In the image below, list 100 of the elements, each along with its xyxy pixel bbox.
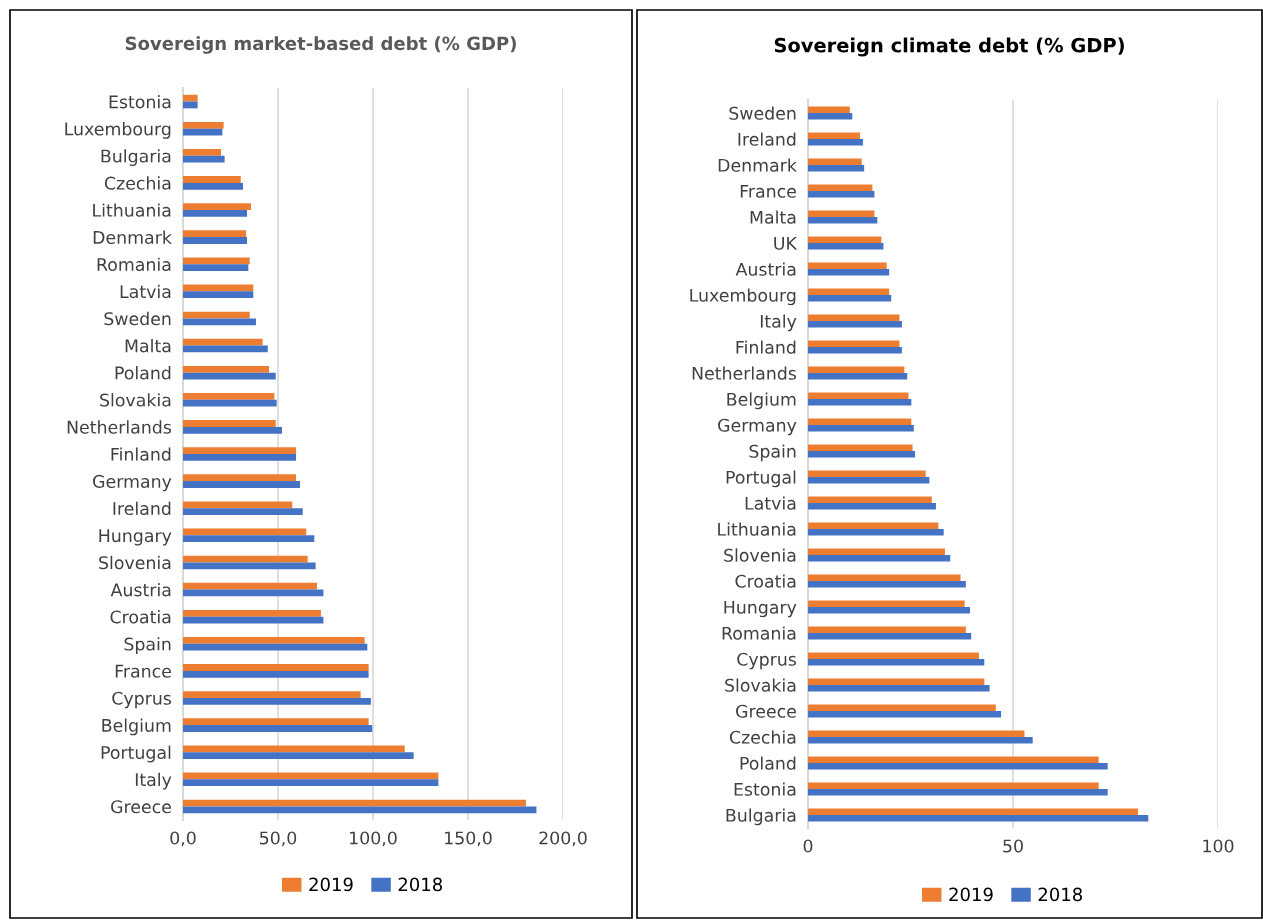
y-tick-label: Italy (760, 314, 797, 332)
bar (808, 139, 863, 146)
bar (808, 652, 979, 659)
bar (808, 470, 926, 477)
bar (183, 745, 405, 753)
bar (808, 347, 902, 354)
bar (183, 779, 439, 787)
bar (808, 444, 913, 451)
bar (183, 474, 297, 482)
y-tick-label: Sweden (729, 106, 796, 120)
y-tick-label: Netherlands (67, 420, 172, 434)
bar (808, 314, 900, 321)
y-tick-label: Finland (111, 447, 171, 461)
bar (183, 426, 282, 434)
y-tick-label: Cyprus (112, 691, 172, 709)
bar (183, 718, 369, 726)
y-tick-label: France (115, 664, 171, 678)
bar (808, 269, 890, 276)
y-tick-label: Germany (93, 474, 172, 492)
bar (808, 600, 965, 607)
y-tick-label: Hungary (99, 529, 172, 546)
bar (808, 184, 873, 191)
bar (808, 425, 914, 432)
bar (808, 262, 887, 269)
bar (183, 454, 297, 461)
bar (183, 582, 317, 590)
bar (808, 581, 966, 588)
bar (183, 121, 224, 129)
bar (808, 132, 861, 139)
bar (808, 633, 972, 640)
y-tick-label: Czechia (104, 176, 171, 190)
bar (808, 711, 1002, 718)
x-tick-label: 200,0 (539, 831, 587, 847)
y-tick-label: Cyprus (737, 652, 797, 670)
bar (808, 243, 884, 250)
bar (183, 155, 225, 163)
x-tick-label: 150,0 (445, 831, 492, 847)
bar (808, 217, 878, 224)
y-tick-label: Portugal (101, 745, 171, 763)
y-tick-label: Hungary (724, 600, 797, 618)
bar (808, 789, 1108, 796)
y-tick-label: Czechia (729, 730, 796, 744)
y-tick-label: Sweden (104, 311, 171, 326)
y-tick-label: Spain (124, 637, 171, 654)
chart-title: Sovereign climate debt (% GDP) (774, 37, 1124, 57)
bar (183, 643, 368, 651)
bar (183, 420, 276, 427)
bar (808, 548, 945, 555)
bar (183, 210, 248, 217)
bar (808, 236, 882, 243)
y-tick-label: Bulgaria (726, 808, 796, 826)
bar (183, 230, 247, 238)
bar (808, 574, 961, 581)
y-tick-label: Greece (111, 800, 171, 814)
x-tick-label: 50 (1003, 839, 1023, 853)
y-tick-label: Latvia (745, 496, 796, 510)
y-tick-label: Luxembourg (65, 122, 171, 139)
bar (808, 607, 970, 614)
bar (808, 113, 853, 120)
bar (183, 752, 414, 759)
bar (183, 257, 250, 265)
bar (808, 763, 1108, 770)
bar (808, 106, 850, 113)
bar (808, 626, 966, 633)
y-tick-label: Latvia (120, 284, 171, 299)
y-tick-label: Malta (750, 210, 796, 224)
y-tick-label: Portugal (726, 470, 796, 488)
y-tick-label: Denmark (93, 230, 172, 244)
y-tick-label: Lithuania (93, 203, 171, 217)
x-tick-label: 50,0 (260, 831, 297, 847)
y-tick-label: Austria (735, 262, 796, 276)
y-tick-label: France (740, 184, 796, 198)
bar (808, 522, 939, 529)
bar (808, 165, 865, 172)
y-tick-label: Ireland (738, 132, 796, 146)
bar (808, 756, 1099, 763)
y-tick-label: UK (774, 236, 798, 250)
y-tick-label: Belgium (102, 718, 171, 736)
bar (808, 529, 944, 536)
y-tick-label: Luxembourg (690, 288, 796, 306)
y-tick-label: Slovakia (725, 678, 796, 692)
bar (183, 393, 275, 400)
bar (183, 664, 369, 671)
bar (808, 503, 936, 510)
y-tick-label: Denmark (718, 158, 797, 172)
y-tick-label: Slovakia (100, 393, 171, 407)
y-tick-label: Estonia (109, 94, 171, 109)
bar (808, 704, 996, 711)
bar (808, 496, 932, 503)
bar (183, 806, 537, 814)
bar (183, 182, 244, 190)
bar (183, 149, 221, 156)
x-tick-label: 0,0 (170, 831, 196, 847)
bar (183, 338, 263, 346)
x-tick-label: 100 (1203, 839, 1234, 853)
bar (183, 94, 198, 102)
bar (183, 501, 293, 509)
y-tick-label: Germany (718, 418, 797, 436)
legend-label: 2018 (398, 877, 443, 892)
y-tick-label: Estonia (734, 782, 796, 796)
